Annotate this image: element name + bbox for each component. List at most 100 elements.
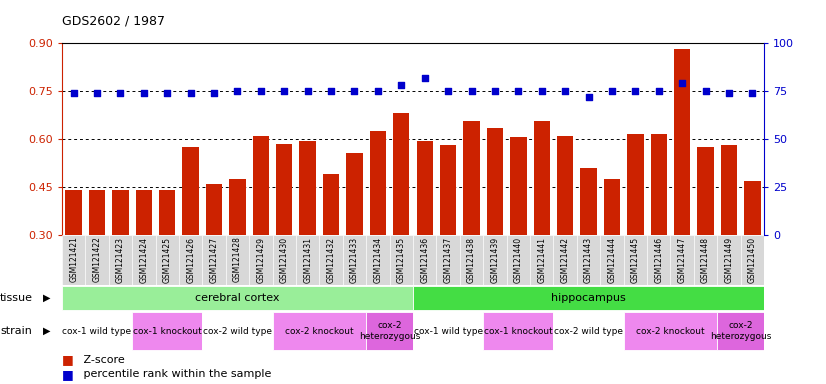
- Bar: [510, 137, 526, 331]
- Bar: [346, 153, 363, 331]
- Bar: [206, 184, 222, 331]
- Text: GSM121428: GSM121428: [233, 237, 242, 282]
- Bar: [393, 113, 410, 331]
- Bar: [112, 190, 129, 331]
- FancyBboxPatch shape: [273, 312, 366, 350]
- FancyBboxPatch shape: [249, 235, 273, 285]
- FancyBboxPatch shape: [717, 235, 741, 285]
- Bar: [697, 147, 714, 331]
- FancyBboxPatch shape: [366, 235, 390, 285]
- Text: GSM121436: GSM121436: [420, 237, 430, 283]
- Text: GSM121447: GSM121447: [677, 237, 686, 283]
- Bar: [300, 141, 316, 331]
- Text: ■: ■: [62, 354, 74, 366]
- Point: [722, 90, 735, 96]
- FancyBboxPatch shape: [225, 235, 249, 285]
- Text: GSM121444: GSM121444: [607, 237, 616, 283]
- Bar: [721, 146, 737, 331]
- Bar: [183, 147, 199, 331]
- FancyBboxPatch shape: [62, 312, 132, 350]
- Point: [558, 88, 572, 94]
- Text: cox-2
heterozygous: cox-2 heterozygous: [710, 321, 771, 341]
- Text: GSM121440: GSM121440: [514, 237, 523, 283]
- Bar: [557, 136, 573, 331]
- Text: GSM121442: GSM121442: [561, 237, 570, 283]
- FancyBboxPatch shape: [413, 235, 436, 285]
- Text: GSM121433: GSM121433: [350, 237, 359, 283]
- Bar: [135, 190, 152, 331]
- Text: cox-1 wild type: cox-1 wild type: [63, 327, 131, 336]
- FancyBboxPatch shape: [671, 235, 694, 285]
- FancyBboxPatch shape: [296, 235, 320, 285]
- Point: [230, 88, 244, 94]
- Point: [605, 88, 619, 94]
- FancyBboxPatch shape: [647, 235, 671, 285]
- FancyBboxPatch shape: [483, 312, 553, 350]
- Point: [395, 82, 408, 88]
- Text: GSM121438: GSM121438: [467, 237, 476, 283]
- FancyBboxPatch shape: [506, 235, 530, 285]
- Point: [465, 88, 478, 94]
- Point: [325, 88, 338, 94]
- Point: [652, 88, 665, 94]
- Bar: [89, 190, 105, 331]
- Point: [441, 88, 454, 94]
- Point: [418, 74, 431, 81]
- Text: GSM121441: GSM121441: [537, 237, 546, 283]
- Text: GSM121445: GSM121445: [631, 237, 640, 283]
- Point: [511, 88, 525, 94]
- Bar: [416, 141, 433, 331]
- Text: tissue: tissue: [0, 293, 33, 303]
- Text: cox-1 knockout: cox-1 knockout: [484, 327, 553, 336]
- Text: GSM121429: GSM121429: [256, 237, 265, 283]
- Point: [137, 90, 150, 96]
- Text: cox-1 wild type: cox-1 wild type: [414, 327, 482, 336]
- FancyBboxPatch shape: [109, 235, 132, 285]
- Point: [67, 90, 80, 96]
- Point: [746, 90, 759, 96]
- FancyBboxPatch shape: [320, 235, 343, 285]
- Bar: [651, 134, 667, 331]
- Text: GSM121427: GSM121427: [210, 237, 219, 283]
- Text: cox-2 knockout: cox-2 knockout: [636, 327, 705, 336]
- Text: GSM121421: GSM121421: [69, 237, 78, 282]
- FancyBboxPatch shape: [343, 235, 366, 285]
- FancyBboxPatch shape: [694, 235, 717, 285]
- FancyBboxPatch shape: [366, 312, 413, 350]
- Bar: [323, 174, 339, 331]
- Bar: [463, 121, 480, 331]
- Point: [160, 90, 173, 96]
- Bar: [440, 146, 456, 331]
- Text: GSM121439: GSM121439: [491, 237, 500, 283]
- FancyBboxPatch shape: [577, 235, 601, 285]
- Text: cox-2
heterozygous: cox-2 heterozygous: [359, 321, 420, 341]
- Text: cerebral cortex: cerebral cortex: [195, 293, 280, 303]
- Point: [348, 88, 361, 94]
- Text: hippocampus: hippocampus: [551, 293, 626, 303]
- Text: GSM121434: GSM121434: [373, 237, 382, 283]
- FancyBboxPatch shape: [85, 235, 109, 285]
- Text: GSM121448: GSM121448: [701, 237, 710, 283]
- Text: strain: strain: [0, 326, 32, 336]
- FancyBboxPatch shape: [601, 235, 624, 285]
- FancyBboxPatch shape: [132, 312, 202, 350]
- Point: [535, 88, 548, 94]
- Text: GSM121443: GSM121443: [584, 237, 593, 283]
- FancyBboxPatch shape: [624, 312, 717, 350]
- Text: GSM121449: GSM121449: [724, 237, 733, 283]
- Text: GSM121424: GSM121424: [140, 237, 149, 283]
- FancyBboxPatch shape: [624, 235, 647, 285]
- Bar: [487, 128, 503, 331]
- FancyBboxPatch shape: [436, 235, 460, 285]
- Point: [207, 90, 221, 96]
- Bar: [581, 168, 596, 331]
- FancyBboxPatch shape: [460, 235, 483, 285]
- FancyBboxPatch shape: [741, 235, 764, 285]
- Text: GDS2602 / 1987: GDS2602 / 1987: [62, 15, 165, 28]
- Point: [254, 88, 268, 94]
- FancyBboxPatch shape: [202, 235, 225, 285]
- Bar: [230, 179, 245, 331]
- Point: [372, 88, 385, 94]
- FancyBboxPatch shape: [155, 235, 179, 285]
- Text: Z-score: Z-score: [80, 355, 125, 365]
